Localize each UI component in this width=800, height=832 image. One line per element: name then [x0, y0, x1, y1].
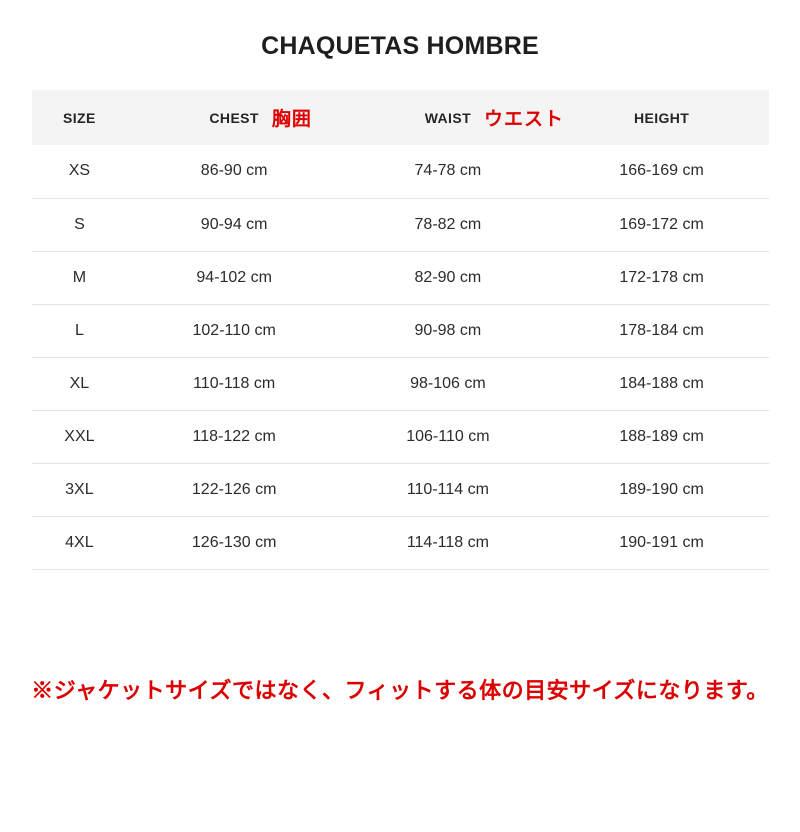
page-title: CHAQUETAS HOMBRE [261, 32, 539, 60]
cell-chest: 94-102 cm [196, 268, 272, 286]
cell-chest: 86-90 cm [200, 162, 268, 180]
column-header-size: SIZE [32, 90, 128, 145]
table-row: 3XL 122-126 cm 110-114 cm 189-190 cm [31, 463, 769, 516]
column-label-waist: WAIST [424, 109, 472, 126]
table-row: XL 110-118 cm 98-106 cm 184-188 cm [31, 357, 769, 410]
cell-height: 166-169 cm [619, 162, 704, 180]
cell-size: XS [68, 162, 91, 180]
cell-chest: 90-94 cm [200, 215, 268, 233]
cell-height: 189-190 cm [619, 480, 704, 498]
cell-height: 184-188 cm [619, 374, 704, 392]
cell-waist: 106-110 cm [406, 427, 490, 445]
table-row: XXL 118-122 cm 106-110 cm 188-189 cm [31, 410, 769, 463]
cell-chest: 118-122 cm [192, 427, 276, 445]
cell-waist: 110-114 cm [406, 480, 489, 498]
cell-size: 3XL [65, 480, 94, 498]
column-header-chest: CHEST 胸囲 [127, 90, 341, 145]
size-chart-table: SIZE CHEST 胸囲 WAIST ウエスト HEIGHT [31, 90, 769, 570]
cell-height: 169-172 cm [619, 215, 704, 233]
cell-waist: 74-78 cm [414, 162, 482, 180]
cell-height: 178-184 cm [619, 321, 704, 339]
table-row: 4XL 126-130 cm 114-118 cm 190-191 cm [31, 516, 769, 569]
cell-waist: 114-118 cm [406, 533, 489, 551]
cell-height: 190-191 cm [619, 533, 704, 551]
cell-waist: 98-106 cm [410, 374, 486, 392]
column-label-height: HEIGHT [633, 109, 690, 126]
cell-waist: 82-90 cm [414, 268, 482, 286]
cell-chest: 110-118 cm [193, 374, 276, 392]
size-chart-body: XS 86-90 cm 74-78 cm 166-169 cm S 90-94 … [31, 145, 769, 569]
cell-size: 4XL [65, 533, 94, 551]
cell-height: 172-178 cm [619, 268, 704, 286]
table-row: S 90-94 cm 78-82 cm 169-172 cm [31, 198, 769, 251]
header-row: SIZE CHEST 胸囲 WAIST ウエスト HEIGHT [31, 90, 769, 145]
cell-chest: 122-126 cm [191, 480, 277, 498]
cell-size: XL [69, 374, 90, 392]
size-chart-header: SIZE CHEST 胸囲 WAIST ウエスト HEIGHT [31, 90, 769, 145]
cell-chest: 126-130 cm [191, 533, 277, 551]
cell-waist: 78-82 cm [414, 215, 482, 233]
cell-size: XXL [64, 427, 95, 445]
cell-height: 188-189 cm [619, 427, 704, 445]
cell-size: M [72, 268, 87, 286]
column-header-waist: WAIST ウエスト [341, 90, 563, 145]
column-label-chest-japanese: 胸囲 [271, 108, 312, 130]
table-row: M 94-102 cm 82-90 cm 172-178 cm [31, 251, 769, 304]
column-label-waist-japanese: ウエスト [484, 108, 565, 130]
column-label-chest: CHEST [209, 109, 259, 126]
column-label-size: SIZE [63, 109, 96, 126]
column-header-height: HEIGHT [555, 90, 769, 145]
cell-chest: 102-110 cm [192, 321, 276, 339]
table-row: L 102-110 cm 90-98 cm 178-184 cm [31, 304, 769, 357]
cell-waist: 90-98 cm [414, 321, 482, 339]
cell-size: S [74, 215, 85, 233]
fit-note: ※ジャケットサイズではなく、フィットする体の目安サイズになります。 [31, 677, 769, 703]
table-row: XS 86-90 cm 74-78 cm 166-169 cm [31, 145, 769, 198]
cell-size: L [74, 321, 84, 339]
